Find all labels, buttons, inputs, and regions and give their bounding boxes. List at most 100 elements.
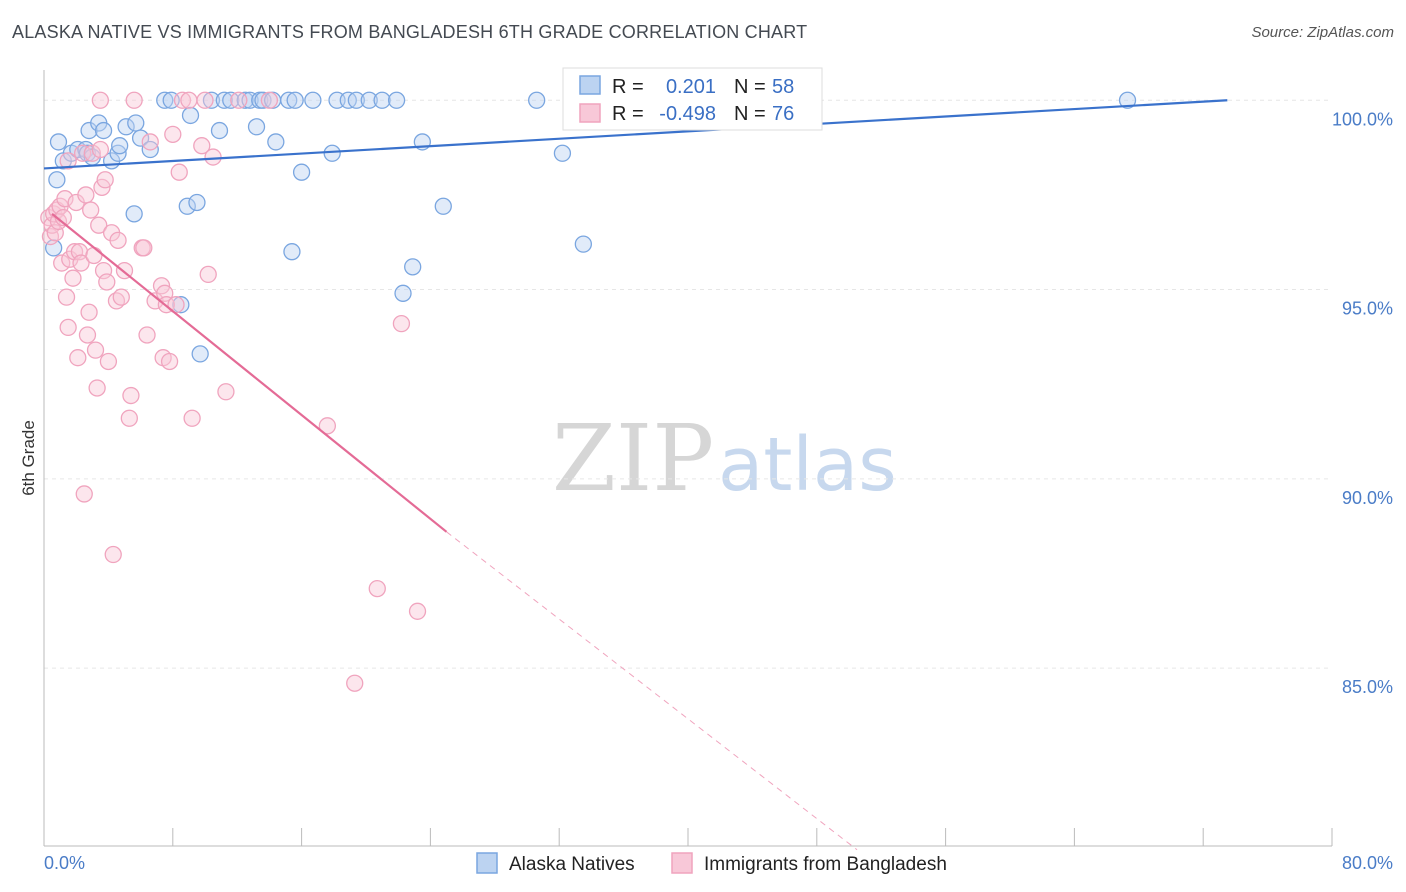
watermark-atlas: atlas xyxy=(718,422,897,508)
alaska-natives-point xyxy=(178,197,196,215)
legend-r-label-blue: R = xyxy=(612,76,644,98)
x-tick-marks xyxy=(172,828,1333,846)
series-legend-swatch-pink xyxy=(671,852,693,874)
bangladesh-point xyxy=(368,579,386,598)
bangladesh-trend-line xyxy=(51,212,448,533)
alaska-natives-points xyxy=(45,91,1137,363)
bangladesh-point xyxy=(96,171,114,189)
legend-swatch-pink xyxy=(579,103,601,123)
bangladesh-point xyxy=(56,190,74,208)
bangladesh-point xyxy=(260,91,279,109)
source-label: Source: ZipAtlas.com xyxy=(1251,24,1394,41)
alaska-natives-point xyxy=(574,235,592,253)
bangladesh-point xyxy=(86,341,105,359)
bangladesh-point xyxy=(112,288,130,306)
bangladesh-point xyxy=(83,144,101,162)
bangladesh-point xyxy=(125,91,143,109)
bangladesh-point xyxy=(59,318,77,337)
bangladesh-point xyxy=(120,409,138,427)
alaska-natives-point xyxy=(125,205,143,223)
legend-swatch-blue xyxy=(579,75,601,95)
bangladesh-point xyxy=(318,417,337,435)
bangladesh-point xyxy=(88,379,106,397)
stats-legend-box xyxy=(562,67,823,131)
alaska-natives-point xyxy=(347,91,365,109)
alaska-natives-point xyxy=(394,284,412,302)
alaska-natives-point xyxy=(387,91,406,109)
x-tick-label-max: 80.0% xyxy=(1342,853,1393,873)
series-legend-label-blue: Alaska Natives xyxy=(509,854,635,875)
bangladesh-point xyxy=(98,273,116,291)
x-tick-label-min: 0.0% xyxy=(44,853,85,873)
bangladesh-trend-extension xyxy=(446,531,858,851)
bangladesh-point xyxy=(91,140,109,159)
legend-n-label-pink: N = xyxy=(734,103,766,125)
bangladesh-point xyxy=(64,269,82,287)
chart-title: ALASKA NATIVE VS IMMIGRANTS FROM BANGLAD… xyxy=(12,22,808,42)
legend-r-label-pink: R = xyxy=(612,103,644,125)
y-tick-label: 90.0% xyxy=(1342,488,1393,508)
bangladesh-point xyxy=(217,383,235,401)
alaska-natives-point xyxy=(434,197,452,215)
alaska-natives-point xyxy=(94,121,113,140)
bangladesh-point xyxy=(170,163,188,181)
alaska-natives-point xyxy=(156,91,174,109)
y-axis-label: 6th Grade xyxy=(19,420,38,496)
bangladesh-point xyxy=(99,352,118,371)
alaska-natives-point xyxy=(254,91,272,109)
bangladesh-point xyxy=(392,314,411,333)
legend-r-value-pink: -0.498 xyxy=(659,103,716,125)
bangladesh-point xyxy=(85,246,103,265)
alaska-natives-point xyxy=(117,118,135,136)
alaska-natives-point xyxy=(373,91,391,109)
bangladesh-point xyxy=(80,303,98,321)
alaska-natives-point xyxy=(553,144,572,162)
alaska-natives-point xyxy=(127,114,145,132)
legend-r-value-blue: 0.201 xyxy=(666,76,716,98)
alaska-natives-point xyxy=(172,296,190,314)
bangladesh-point xyxy=(104,545,122,564)
bangladesh-point xyxy=(196,91,214,109)
alaska-natives-point xyxy=(283,243,301,261)
y-tick-label: 100.0% xyxy=(1332,109,1393,129)
grid-lines xyxy=(44,99,1332,669)
alaska-natives-point xyxy=(1118,91,1137,109)
bangladesh-point xyxy=(204,148,222,166)
bangladesh-point xyxy=(135,239,153,257)
bangladesh-point xyxy=(138,326,156,344)
legend-n-label-blue: N = xyxy=(734,76,766,98)
alaska-natives-point xyxy=(323,144,341,162)
legend-n-value-pink: 76 xyxy=(772,103,794,125)
series-legend: Alaska Natives Immigrants from Banglades… xyxy=(476,852,947,875)
bangladesh-point xyxy=(180,91,198,109)
alaska-natives-point xyxy=(49,133,68,151)
bangladesh-point xyxy=(78,326,97,344)
watermark-zip: ZIP xyxy=(552,405,714,512)
alaska-natives-point xyxy=(191,345,209,363)
alaska-natives-point xyxy=(202,91,221,109)
bangladesh-point xyxy=(408,602,427,620)
bangladesh-point xyxy=(72,254,90,272)
bangladesh-point xyxy=(230,91,248,109)
alaska-natives-point xyxy=(360,91,378,109)
bangladesh-point xyxy=(53,254,71,272)
bangladesh-point xyxy=(91,91,109,109)
alaska-natives-point xyxy=(236,91,254,109)
bangladesh-point xyxy=(160,352,179,371)
stats-legend: R = 0.201 N = 58 R = -0.498 N = 76 xyxy=(562,67,823,131)
bangladesh-point xyxy=(109,231,127,249)
alaska-natives-point xyxy=(286,91,304,109)
legend-n-value-blue: 58 xyxy=(772,76,794,98)
alaska-natives-point xyxy=(48,171,66,189)
alaska-natives-point xyxy=(181,106,200,125)
alaska-natives-point xyxy=(247,118,266,136)
alaska-natives-point xyxy=(280,91,298,109)
alaska-natives-point xyxy=(528,91,546,109)
alaska-natives-point xyxy=(292,163,311,181)
y-tick-label: 95.0% xyxy=(1342,299,1393,319)
bangladesh-point xyxy=(346,674,364,692)
bangladesh-points xyxy=(40,91,427,692)
y-tick-labels: 100.0% 95.0% 90.0% 85.0% xyxy=(1332,109,1393,697)
alaska-natives-point xyxy=(188,193,206,212)
bangladesh-point xyxy=(193,137,211,155)
